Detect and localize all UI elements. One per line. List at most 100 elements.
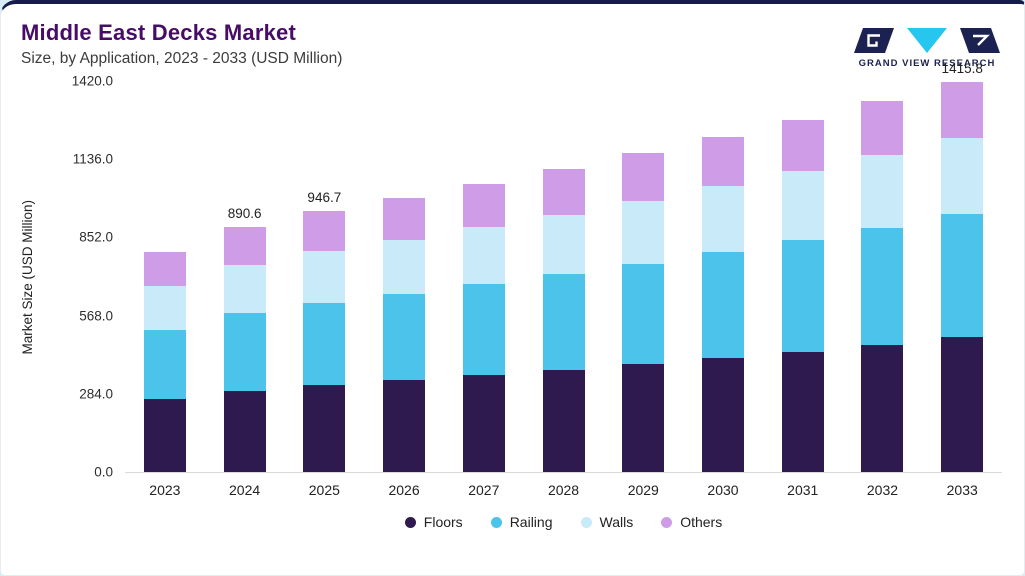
legend-label-railing: Railing [509, 514, 553, 530]
legend-item-others: Others [661, 514, 722, 530]
bar-segment-walls [941, 138, 984, 214]
bar-segment-floors [223, 390, 266, 472]
bar-segment-walls [383, 239, 426, 295]
bar-2023 [143, 251, 186, 472]
bar-2024 [223, 226, 266, 472]
brand-name: GRAND VIEW RESEARCH [858, 58, 996, 69]
bar-segment-others [622, 153, 665, 201]
legend-label-others: Others [680, 514, 723, 530]
x-tick-label-2026: 2026 [388, 482, 420, 498]
chart: Market Size (USD Million) 890.6 946.7 1415… [1, 61, 1024, 530]
bar-slot-2030 [683, 81, 763, 473]
bar-segment-floors [143, 399, 186, 472]
y-axis-title: Market Size (USD Million) [19, 199, 35, 355]
bar-2032 [861, 101, 904, 472]
bar-segment-walls [702, 186, 744, 253]
y-axis-title-wrap: Market Size (USD Million) [15, 81, 39, 473]
x-tick-label-2027: 2027 [468, 482, 500, 498]
legend-item-floors: Floors [404, 514, 463, 530]
header: Middle East Decks Market Size, by Applic… [1, 4, 1024, 69]
bar-segment-others [702, 136, 744, 187]
bar-segment-railing [702, 252, 744, 359]
brand-logo-shapes [854, 28, 1000, 53]
bar-2026 [383, 198, 426, 473]
bar-segment-others [542, 169, 585, 215]
bar-total-label-2025: 946.7 [307, 190, 342, 206]
bar-segment-floors [861, 344, 904, 472]
bar-segment-railing [303, 302, 346, 385]
bar-2033 [941, 82, 984, 472]
bar-segment-others [143, 251, 186, 287]
bar-segment-walls [143, 286, 186, 330]
bar-total-label-2033: 1415.8 [941, 61, 983, 77]
y-tick-label: 284.0 [79, 386, 113, 402]
brand-r-icon [960, 28, 1000, 53]
bar-slot-2025: 946.7 [284, 81, 364, 472]
bar-segment-floors [702, 358, 744, 473]
bar-slot-2033: 1415.8 [922, 61, 1002, 472]
bar-segment-walls [781, 171, 824, 241]
x-tick-label-2025: 2025 [308, 482, 340, 498]
bar-slot-2029 [603, 81, 683, 472]
bar-segment-floors [383, 380, 426, 473]
plot-outer: 890.6 946.7 1415.8 0.0 284.0 568.0 852.0 1136.… [39, 61, 1002, 530]
x-tick-label-2030: 2030 [707, 482, 739, 498]
y-tick-label: 1136.0 [72, 151, 113, 167]
bar-slot-2023 [125, 81, 205, 472]
y-tick-label: 1420.0 [71, 73, 113, 89]
bar-segment-railing [462, 284, 505, 376]
legend-label-floors: Floors [423, 514, 463, 530]
bar-segment-others [223, 226, 266, 265]
bar-segment-railing [861, 227, 904, 345]
x-tick-label-2028: 2028 [547, 482, 580, 498]
y-tick-label: 568.0 [79, 308, 113, 324]
bar-segment-walls [861, 155, 904, 228]
legend-dot-floors [404, 516, 416, 528]
x-axis-labels: 2023 2024 2025 2026 2027 2028 2029 2030 2031 2032… [125, 482, 1002, 498]
plot-area: 890.6 946.7 1415.8 0.0 284.0 568.0 852.0 1136.… [72, 61, 1002, 480]
legend: Floors Railing Walls Others [125, 514, 1002, 530]
bar-segment-railing [781, 240, 824, 352]
title-block: Middle East Decks Market Size, by Applic… [21, 20, 342, 68]
bar-slot-2028 [524, 81, 604, 473]
bar-segment-walls [223, 264, 266, 314]
legend-dot-others [661, 516, 673, 528]
bar-segment-walls [462, 227, 505, 285]
x-tick-label-2033: 2033 [946, 482, 978, 498]
bar-segment-others [941, 82, 984, 139]
legend-label-walls: Walls [599, 514, 634, 530]
legend-item-railing: Railing [490, 514, 553, 530]
bar-segment-railing [223, 313, 266, 391]
bar-segment-floors [941, 337, 984, 472]
bar-segment-railing [383, 294, 426, 381]
bar-total-label-2024: 890.6 [227, 205, 262, 221]
bar-segment-others [781, 119, 824, 172]
bar-slot-2026 [364, 81, 444, 473]
bar-2025 [303, 211, 346, 472]
bar-2027 [462, 183, 505, 472]
bar-segment-railing [143, 329, 186, 400]
legend-item-walls: Walls [580, 514, 634, 530]
bar-segment-others [861, 101, 904, 156]
bar-segment-floors [622, 364, 665, 472]
x-tick-label-2024: 2024 [229, 482, 261, 498]
bar-2030 [702, 136, 744, 473]
bar-segment-railing [622, 263, 665, 365]
bar-segment-others [303, 211, 346, 252]
x-tick-label-2023: 2023 [149, 482, 181, 498]
bar-segment-floors [542, 369, 585, 473]
bar-slot-2032 [843, 81, 923, 472]
brand-g-icon [854, 28, 894, 53]
y-tick-label: 0.0 [94, 464, 113, 480]
brand-logo: GRAND VIEW RESEARCH [854, 20, 1000, 69]
bar-segment-floors [303, 384, 346, 472]
bar-slot-2027 [444, 81, 524, 472]
bar-segment-others [462, 183, 505, 228]
page-title: Middle East Decks Market [21, 20, 297, 45]
bar-segment-floors [781, 351, 824, 472]
x-tick-label-2032: 2032 [866, 482, 899, 498]
page-subtitle: Size, by Application, 2023 - 2033 (USD M… [21, 50, 343, 67]
bar-segment-railing [542, 274, 585, 370]
bar-segment-walls [303, 251, 346, 303]
bar-slot-2031 [763, 81, 843, 472]
